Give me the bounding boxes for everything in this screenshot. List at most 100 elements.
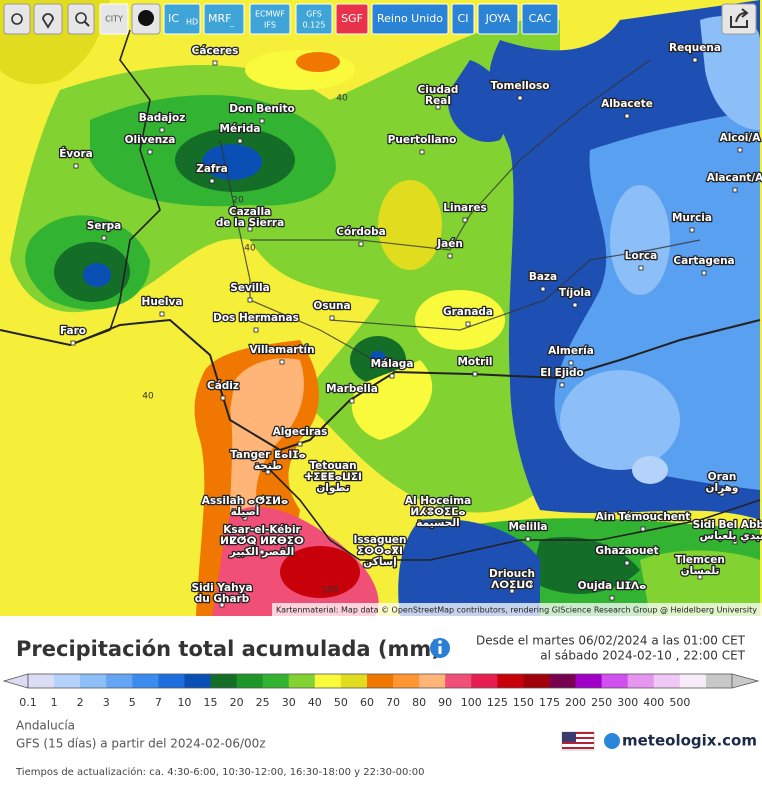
place-marker bbox=[73, 163, 79, 169]
place-label: Córdoba bbox=[336, 226, 385, 238]
button-label: SGF bbox=[341, 12, 363, 25]
model-button[interactable] bbox=[295, 3, 333, 35]
place-marker bbox=[419, 149, 425, 155]
model-button[interactable] bbox=[249, 3, 291, 35]
place-label: إساكن bbox=[363, 556, 396, 568]
place-marker bbox=[719, 491, 725, 497]
legend-label: 200 bbox=[565, 696, 586, 709]
place-marker bbox=[572, 302, 578, 308]
region: Andalucía bbox=[16, 719, 75, 733]
road bbox=[0, 318, 761, 452]
precip-area bbox=[202, 144, 262, 180]
button-label: CITY bbox=[105, 15, 123, 24]
legend-label: 50 bbox=[334, 696, 348, 709]
place-marker bbox=[447, 253, 453, 259]
model-button[interactable] bbox=[371, 3, 449, 35]
place-marker bbox=[237, 138, 243, 144]
brand-logo bbox=[604, 733, 620, 749]
legend-label: 15 bbox=[204, 696, 218, 709]
place-marker bbox=[265, 469, 271, 475]
place-label: تلمسان bbox=[681, 565, 720, 577]
place-label: Málaga bbox=[371, 358, 414, 370]
place-label: Zafra bbox=[196, 163, 228, 175]
place-label: ⵍⵇⵚⵕ ⵍⴽⴱⵉⵔ bbox=[220, 535, 304, 547]
place-marker bbox=[101, 235, 107, 241]
place-label: Osuna bbox=[313, 300, 350, 312]
flag-stripe bbox=[562, 742, 594, 744]
place-marker bbox=[472, 371, 478, 377]
place-label: Requena bbox=[669, 42, 721, 54]
place-marker bbox=[358, 241, 364, 247]
precip-area bbox=[351, 360, 433, 440]
place-marker bbox=[247, 297, 253, 303]
place-label: Ghazaouet bbox=[595, 545, 658, 557]
model-button[interactable] bbox=[335, 3, 369, 35]
legend-label: 150 bbox=[513, 696, 534, 709]
contour-label: 100 bbox=[321, 586, 338, 596]
legend-swatch bbox=[575, 674, 603, 688]
model-button[interactable] bbox=[163, 3, 201, 35]
legend-swatch bbox=[288, 674, 316, 688]
legend-label: 3 bbox=[103, 696, 110, 709]
legend-swatch bbox=[497, 674, 524, 688]
place-marker bbox=[692, 57, 698, 63]
tool-button[interactable] bbox=[3, 3, 31, 35]
place-label: Cazalla bbox=[229, 206, 271, 218]
model-button[interactable] bbox=[521, 3, 559, 35]
share-button[interactable] bbox=[721, 3, 757, 35]
legend-label: 20 bbox=[230, 696, 244, 709]
legend-swatch bbox=[54, 674, 81, 688]
place-label: القصر الكبير bbox=[229, 546, 294, 558]
legend-label: 90 bbox=[438, 696, 452, 709]
place-label: Faro bbox=[60, 325, 86, 337]
place-label: ⵍⵃⵓⵙⵉⵎⴰ bbox=[410, 506, 465, 518]
place-marker bbox=[220, 395, 226, 401]
brand: meteologix.com bbox=[622, 732, 757, 750]
place-label: Real bbox=[425, 95, 451, 107]
dot-icon bbox=[138, 10, 154, 26]
model-button[interactable] bbox=[203, 3, 245, 35]
legend-label: 175 bbox=[539, 696, 560, 709]
place-label: Tetouan bbox=[309, 460, 356, 472]
place-label: Puertollano bbox=[388, 134, 457, 146]
precip-area bbox=[448, 60, 509, 142]
place-marker bbox=[697, 574, 703, 580]
tool-button[interactable] bbox=[67, 3, 95, 35]
legend-label: 100 bbox=[461, 696, 482, 709]
model-button[interactable] bbox=[451, 3, 475, 35]
precip-area bbox=[530, 536, 640, 594]
place-marker bbox=[689, 227, 695, 233]
place-marker bbox=[242, 515, 248, 521]
place-label: Granada bbox=[443, 306, 493, 318]
place-label: ⵉⵙⵙⴰⴳⵏ bbox=[357, 545, 403, 557]
legend-swatch bbox=[184, 674, 212, 688]
place-marker bbox=[435, 104, 441, 110]
language-flag[interactable] bbox=[561, 731, 595, 751]
model-button[interactable] bbox=[99, 3, 129, 35]
share-button-bg[interactable] bbox=[721, 3, 757, 35]
model-button[interactable] bbox=[477, 3, 519, 35]
place-marker bbox=[147, 149, 153, 155]
precip-area bbox=[700, 16, 760, 131]
attribution-background bbox=[272, 603, 762, 616]
legend-swatch bbox=[236, 674, 264, 688]
legend-swatch bbox=[80, 674, 107, 688]
tool-button[interactable] bbox=[33, 3, 63, 35]
info-button[interactable] bbox=[430, 638, 450, 658]
legend-swatch bbox=[314, 674, 342, 688]
legend-label: 5 bbox=[129, 696, 136, 709]
place-label: Albacete bbox=[601, 98, 653, 110]
place-label: Algeciras bbox=[273, 426, 328, 438]
precip-area bbox=[230, 358, 304, 520]
place-label: تطوان bbox=[316, 482, 349, 494]
place-label: Issaguen bbox=[353, 534, 406, 546]
place-marker bbox=[737, 147, 743, 153]
place-label: Cartagena bbox=[673, 255, 734, 267]
place-label: Ciudad bbox=[418, 84, 459, 96]
legend-label: 0.1 bbox=[19, 696, 37, 709]
place-marker bbox=[159, 311, 165, 317]
road bbox=[269, 469, 761, 561]
legend-swatch bbox=[549, 674, 577, 688]
